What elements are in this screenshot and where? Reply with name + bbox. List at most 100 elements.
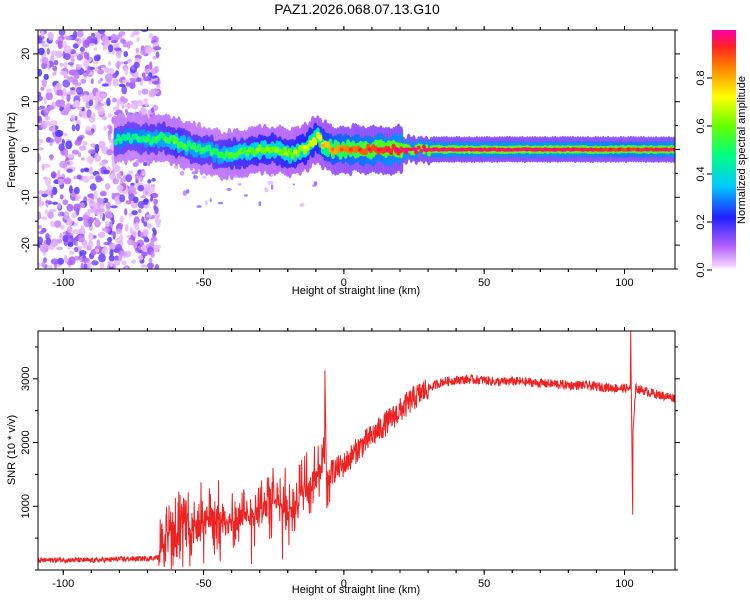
spectrogram-peak	[182, 143, 187, 148]
spectrogram-peak	[524, 147, 529, 152]
spectrogram-noise-speck	[77, 136, 83, 141]
spectrogram-noise-speck	[124, 104, 131, 108]
spectrogram-noise-speck	[118, 83, 126, 88]
spectrogram-noise-speck	[137, 89, 142, 96]
spectrogram-noise-speck	[104, 221, 110, 227]
spectrogram-noise-speck	[112, 72, 118, 79]
spectrogram-noise-speck	[130, 103, 136, 109]
spectrogram-noise-speck	[140, 49, 147, 56]
x-tick-label: 50	[478, 277, 490, 289]
spectrogram-peak	[385, 147, 390, 152]
x-tick-label: 0	[341, 277, 347, 289]
spectrogram-noise-speck	[82, 175, 90, 183]
spectrogram-noise-speck	[112, 78, 119, 87]
spectrogram-noise-speck	[63, 177, 72, 185]
spectrogram-noise-speck	[77, 234, 85, 243]
spectrogram-noise-speck	[59, 224, 66, 230]
spectrogram-noise-speck	[74, 99, 81, 107]
spectrogram-noise-speck	[139, 232, 144, 238]
spectrogram-noise-speck	[150, 67, 157, 76]
spectrogram-noise-speck	[133, 61, 140, 69]
spectrogram-noise-speck	[125, 250, 132, 258]
spectrogram-noise-speck	[94, 67, 98, 72]
spectrogram-noise-speck	[116, 99, 120, 108]
spectrogram-noise-speck	[99, 64, 107, 68]
spectrogram-noise-speck	[91, 260, 99, 266]
spectrogram-peak	[497, 147, 502, 152]
spectrogram-noise-speck	[299, 203, 305, 207]
spectrogram-noise-speck	[73, 203, 81, 212]
spectrogram-noise-speck	[140, 264, 148, 268]
spectrogram-noise-speck	[86, 130, 93, 136]
snr-y-label: SNR (10 * v/v)	[6, 415, 18, 485]
spectrogram-noise-speck	[137, 255, 144, 261]
spectrogram-noise-speck	[63, 211, 70, 220]
spectrogram-noise-speck	[145, 46, 153, 54]
spectrogram-noise-speck	[226, 187, 232, 192]
snr-y-ticks: 1000 2000 3000	[20, 328, 680, 573]
spectrogram-noise-speck	[135, 221, 139, 230]
spectrogram-noise-speck	[150, 239, 155, 248]
x-tick-label: 0	[341, 578, 347, 590]
spectrogram-noise-speck	[51, 201, 59, 205]
spectrogram-noise-speck	[57, 40, 63, 49]
spectrogram-noise-speck	[131, 210, 138, 216]
spectrogram-noise-speck	[119, 216, 124, 223]
spectrogram-noise-speck	[82, 141, 88, 146]
spectrogram-noise-speck	[94, 98, 99, 106]
spectrogram-noise-speck	[62, 235, 69, 243]
spectrogram-noise-speck	[40, 30, 45, 37]
spectrogram-noise-speck	[44, 115, 51, 121]
spectrogram-noise-speck	[47, 211, 54, 219]
spectrogram-noise-speck	[76, 86, 84, 95]
spectrogram-noise-speck	[66, 203, 74, 212]
spectrogram-ridge-cell	[290, 152, 295, 160]
spectrogram-noise-speck	[45, 91, 53, 101]
colorbar-gradient	[712, 30, 736, 270]
spectrogram-noise-speck	[111, 50, 115, 55]
x-tick-label: -50	[196, 277, 212, 289]
spectrogram-peak	[395, 147, 400, 152]
spectrogram-noise-speck	[52, 124, 56, 132]
spectrogram-noise-speck	[174, 164, 179, 169]
spectrogram-noise-speck	[50, 171, 57, 179]
spectrogram-peak	[645, 147, 650, 152]
spectrogram-peak	[413, 147, 418, 152]
spectrogram-ridge-cell	[113, 138, 118, 146]
spectrogram-peak	[191, 145, 196, 150]
spectrogram-noise-speck	[64, 254, 68, 263]
spectrogram-noise-speck	[205, 200, 208, 206]
spectrogram-noise-speck	[89, 202, 96, 207]
spectrogram-noise-speck	[130, 100, 139, 104]
spectrogram-peak	[219, 152, 224, 157]
spectrogram-noise-speck	[121, 97, 129, 104]
spectrogram-noise-speck	[155, 221, 161, 228]
colorbar: 0.0 0.2 0.4 0.6 0.8 Normalized spectral ampl…	[695, 30, 748, 278]
spectrogram-noise-speck	[107, 61, 111, 66]
spectrogram-peak	[598, 147, 603, 152]
spectrogram-noise-speck	[81, 157, 85, 161]
spectrogram-noise-speck	[153, 46, 162, 51]
spectrogram-noise-speck	[38, 190, 45, 195]
spectrogram-noise-speck	[67, 225, 73, 234]
spectrogram-noise-speck	[114, 244, 122, 251]
spectrogram-noise-speck	[90, 78, 94, 85]
spectrogram-peak	[636, 147, 640, 152]
spectrogram-y-label: Frequency (Hz)	[6, 112, 18, 188]
spectrogram-noise-speck	[92, 37, 98, 42]
spectrogram-peak	[534, 147, 539, 152]
spectrogram-noise-speck	[270, 184, 274, 190]
spectrogram-noise-speck	[67, 241, 74, 247]
spectrogram-noise-speck	[69, 185, 73, 194]
spectrogram-noise-speck	[105, 73, 113, 82]
spectrogram-marks	[38, 30, 675, 269]
spectrogram-noise-speck	[82, 94, 89, 103]
spectrogram-noise-speck	[101, 83, 109, 87]
spectrogram-noise-speck	[62, 87, 67, 97]
spectrogram-noise-speck	[107, 213, 113, 219]
spectrogram-noise-speck	[312, 184, 317, 187]
spectrogram-noise-speck	[124, 67, 129, 76]
spectrogram-noise-speck	[121, 260, 127, 266]
spectrogram-noise-speck	[105, 183, 111, 190]
